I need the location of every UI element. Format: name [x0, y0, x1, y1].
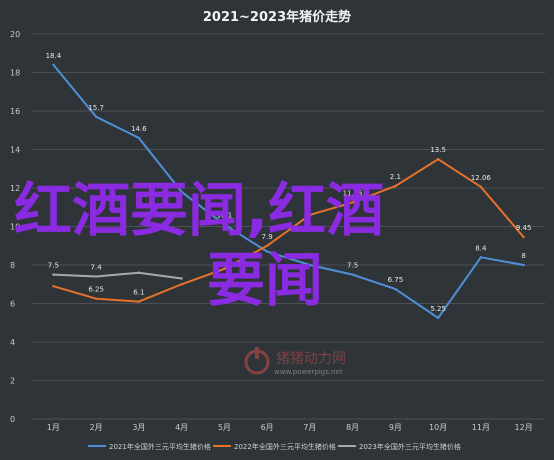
data-label: 5.25: [430, 305, 446, 313]
x-tick-label: 10月: [429, 423, 447, 432]
x-tick-label: 12月: [515, 423, 533, 432]
data-point: [137, 300, 141, 303]
watermark-logo-icon: [244, 347, 270, 375]
data-point: [351, 273, 354, 276]
data-label: 18.4: [46, 52, 62, 60]
overlay-text-line1: 红酒要闻,红酒: [14, 176, 384, 244]
y-tick-label: 10: [10, 223, 20, 232]
data-label: 10.1: [217, 212, 233, 220]
y-tick-label: 16: [10, 107, 20, 116]
data-point: [180, 190, 183, 194]
overlay-text-line2: 要闻: [207, 246, 323, 314]
data-label: 6.75: [388, 276, 404, 284]
data-point: [436, 157, 440, 161]
data-label: 8: [308, 252, 312, 260]
x-tick-label: 8月: [346, 423, 359, 432]
data-label: 11.25: [343, 189, 363, 197]
data-label: 13.5: [430, 146, 446, 154]
data-point: [479, 256, 483, 259]
watermark: 猪猪动力网 www.powerpigs.net: [244, 347, 346, 376]
x-tick-label: 9月: [389, 423, 402, 432]
data-label: 6.1: [133, 289, 144, 297]
x-tick-label: 3月: [132, 423, 145, 432]
data-point: [137, 136, 141, 140]
x-tick-label: 4月: [175, 423, 188, 432]
data-point: [265, 244, 269, 247]
y-tick-label: 6: [10, 300, 15, 309]
legend: 2021年全国外三元平均生猪价格 2022年全国外三元平均生猪价格 2023年全国外…: [88, 442, 461, 451]
x-tick-label: 11月: [472, 423, 490, 432]
data-point: [479, 185, 483, 189]
y-tick-label: 4: [10, 338, 15, 347]
data-label: 7.5: [48, 262, 59, 270]
series-line-1: [52, 64, 524, 320]
data-label: 12.06: [471, 174, 492, 182]
data-label: 8.4: [475, 244, 487, 252]
series-line-3: [53, 271, 182, 280]
watermark-url: www.powerpigs.net: [274, 368, 343, 376]
x-tick-label: 6月: [261, 423, 274, 432]
data-point: [180, 277, 183, 280]
legend-label-2: 2022年全国外三元平均生猪价格: [234, 442, 336, 451]
data-label: 6.25: [88, 286, 104, 294]
chart-title: 2021~2023年猪价走势: [203, 9, 351, 25]
data-point: [52, 273, 55, 276]
data-point: [180, 283, 183, 286]
x-axis-ticks: 1月 2月 3月 4月 5月 6月 7月 8月 9月 10月 11月 12月: [47, 423, 533, 432]
data-point: [94, 275, 98, 278]
data-point: [394, 287, 397, 291]
legend-label-3: 2023年全国外三元平均生猪价格: [359, 442, 461, 451]
data-label-layer: 18.4 15.7 14.6 10.1 8 7.5 6.75 5.25 8.4 8 6.25 6.1 7…: [46, 52, 532, 313]
data-label: 9.45: [516, 224, 532, 232]
data-point: [52, 284, 55, 288]
data-point: [394, 184, 397, 188]
data-label: 8: [521, 252, 525, 260]
data-label: 14.6: [131, 125, 147, 133]
grid-layer: [32, 33, 545, 420]
series-layer: [52, 63, 525, 320]
data-point: [308, 213, 312, 217]
y-tick-label: 18: [10, 69, 20, 78]
x-tick-label: 1月: [47, 423, 60, 432]
data-label: 7.4: [91, 264, 103, 272]
data-point: [137, 271, 141, 274]
data-point: [308, 263, 312, 267]
data-point: [94, 297, 98, 300]
data-label: 15.7: [88, 104, 104, 112]
data-point: [223, 267, 226, 271]
data-point: [522, 263, 525, 267]
data-label: 2.1: [390, 173, 401, 181]
y-tick-label: 12: [10, 184, 20, 193]
data-label: 7.9: [262, 233, 273, 241]
x-tick-label: 7月: [303, 423, 316, 432]
y-tick-label: 0: [10, 415, 15, 424]
x-tick-label: 5月: [218, 423, 231, 432]
data-point: [522, 235, 525, 239]
data-point: [436, 316, 440, 320]
data-point: [52, 63, 55, 66]
y-tick-label: 14: [10, 146, 20, 155]
data-point: [265, 250, 269, 253]
x-tick-label: 2月: [90, 423, 103, 432]
y-tick-label: 2: [10, 377, 15, 386]
data-point: [223, 223, 226, 226]
y-axis-ticks: 0 2 4 6 8 10 12 14 16 18 20: [10, 30, 20, 424]
watermark-name: 猪猪动力网: [276, 351, 346, 367]
legend-label-1: 2021年全国外三元平均生猪价格: [109, 442, 211, 451]
series-line-2: [53, 157, 525, 303]
data-point: [351, 201, 354, 204]
data-point: [94, 115, 98, 118]
y-tick-label: 20: [10, 30, 20, 39]
y-tick-label: 8: [10, 261, 15, 270]
data-label: 7.5: [347, 262, 358, 270]
